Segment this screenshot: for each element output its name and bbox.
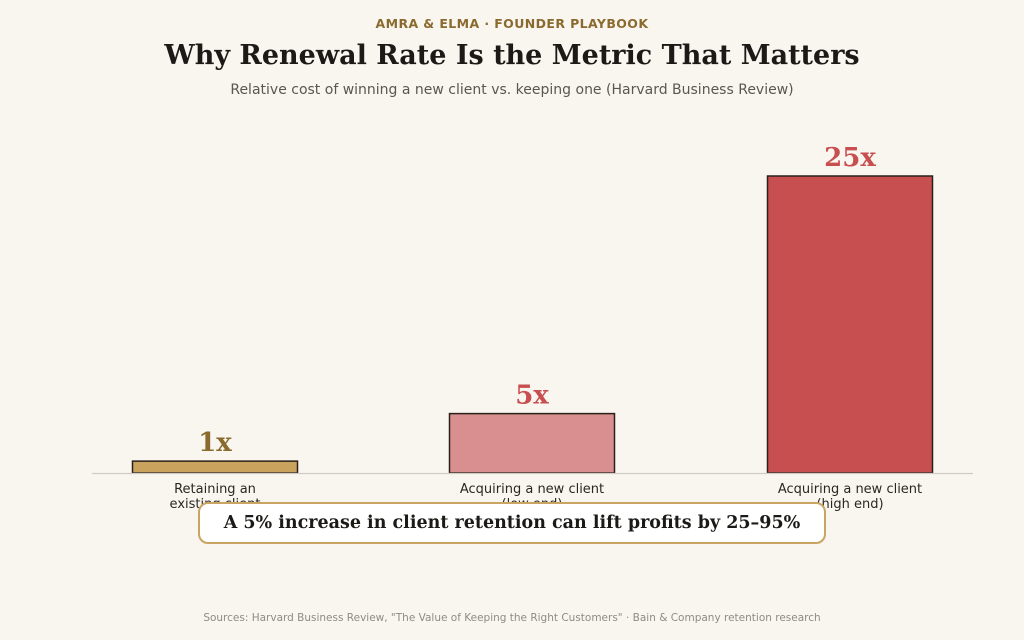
bar-3 — [766, 175, 934, 474]
bar-2 — [448, 412, 616, 474]
category-label-3: Acquiring a new client (high end) — [778, 482, 922, 512]
bar-1 — [131, 460, 299, 474]
bar-value-label-3: 25x — [824, 143, 876, 173]
sources-footer: Sources: Harvard Business Review, "The V… — [203, 612, 821, 624]
chart-title: Why Renewal Rate Is the Metric That Matt… — [164, 40, 860, 71]
bar-value-label-1: 1x — [198, 428, 232, 458]
bar-value-label-2: 5x — [515, 381, 549, 411]
chart-subtitle: Relative cost of winning a new client vs… — [230, 82, 794, 98]
retention-callout: A 5% increase in client retention can li… — [198, 502, 826, 544]
eyebrow-label: AMRA & ELMA · FOUNDER PLAYBOOK — [375, 16, 649, 31]
